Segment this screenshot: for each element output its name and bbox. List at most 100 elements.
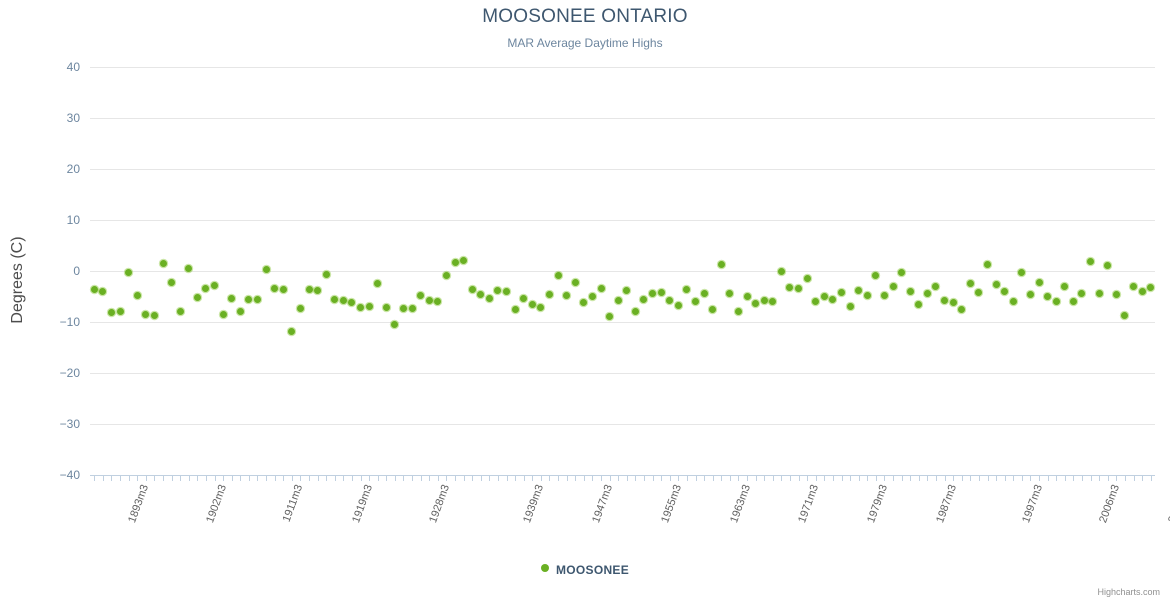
data-point[interactable] [185,264,193,272]
data-point[interactable] [219,311,227,319]
data-point[interactable] [657,288,665,296]
data-point[interactable] [820,293,828,300]
data-point[interactable] [339,297,347,305]
data-point[interactable] [700,290,708,298]
data-point[interactable] [99,287,107,295]
data-point[interactable] [262,266,270,274]
data-point[interactable] [777,267,785,275]
data-point[interactable] [1061,282,1069,290]
data-point[interactable] [941,296,949,304]
data-point[interactable] [228,294,236,302]
data-point[interactable] [606,312,614,320]
data-point[interactable] [958,306,966,314]
data-point[interactable] [683,286,691,294]
data-point[interactable] [1001,288,1009,296]
data-point[interactable] [795,285,803,293]
data-point[interactable] [211,281,219,289]
data-point[interactable] [614,296,622,304]
data-point[interactable] [717,260,725,268]
credits-link[interactable]: Highcharts.com [1097,587,1160,597]
data-point[interactable] [975,289,983,297]
data-point[interactable] [812,298,820,306]
data-point[interactable] [760,297,768,305]
data-point[interactable] [597,284,605,292]
data-point[interactable] [1078,290,1086,298]
data-point[interactable] [545,290,553,298]
data-point[interactable] [855,286,863,294]
data-point[interactable] [107,309,115,317]
data-point[interactable] [116,308,124,316]
data-point[interactable] [408,304,416,312]
data-point[interactable] [1121,311,1129,319]
data-point[interactable] [889,282,897,290]
data-point[interactable] [1112,291,1120,299]
data-point[interactable] [1138,287,1146,295]
data-point[interactable] [382,303,390,311]
data-point[interactable] [434,298,442,306]
data-point[interactable] [271,284,279,292]
data-point[interactable] [726,289,734,297]
data-point[interactable] [288,327,296,335]
data-point[interactable] [1018,269,1026,277]
data-point[interactable] [966,280,974,288]
data-point[interactable] [305,286,313,294]
data-point[interactable] [554,272,562,280]
data-point[interactable] [468,285,476,293]
data-point[interactable] [520,295,528,303]
data-point[interactable] [296,305,304,313]
data-point[interactable] [580,299,588,307]
data-point[interactable] [803,275,811,283]
data-point[interactable] [357,303,365,311]
data-point[interactable] [537,303,545,311]
data-point[interactable] [949,298,957,306]
data-point[interactable] [932,282,940,290]
data-point[interactable] [150,312,158,320]
data-point[interactable] [734,307,742,315]
data-point[interactable] [511,306,519,314]
data-point[interactable] [666,297,674,305]
data-point[interactable] [984,261,992,269]
data-point[interactable] [399,305,407,313]
data-point[interactable] [159,259,167,267]
data-point[interactable] [236,308,244,316]
data-point[interactable] [623,287,631,295]
data-point[interactable] [829,296,837,304]
data-point[interactable] [1087,258,1095,266]
data-point[interactable] [391,321,399,329]
data-point[interactable] [176,308,184,316]
data-point[interactable] [880,292,888,300]
data-point[interactable] [906,287,914,295]
data-point[interactable] [1044,293,1052,300]
data-point[interactable] [90,286,98,294]
data-point[interactable] [863,291,871,299]
data-point[interactable] [571,279,579,287]
data-point[interactable] [133,292,141,300]
data-point[interactable] [709,305,717,313]
data-point[interactable] [563,292,571,300]
data-point[interactable] [915,300,923,308]
data-point[interactable] [674,301,682,309]
data-point[interactable] [314,287,322,295]
data-point[interactable] [477,290,485,298]
data-point[interactable] [417,292,425,300]
data-point[interactable] [640,295,648,303]
data-point[interactable] [631,307,639,315]
data-point[interactable] [649,289,657,297]
data-point[interactable] [752,300,760,308]
data-point[interactable] [503,288,511,296]
data-point[interactable] [743,293,751,300]
data-point[interactable] [365,302,373,310]
data-point[interactable] [1104,261,1112,269]
data-point[interactable] [1026,291,1034,299]
data-point[interactable] [846,303,854,311]
legend-item-label[interactable]: MOOSONEE [555,562,630,577]
data-point[interactable] [494,286,502,294]
data-point[interactable] [1130,283,1138,291]
data-point[interactable] [193,294,201,302]
data-point[interactable] [1035,278,1043,286]
data-point[interactable] [331,296,339,304]
data-point[interactable] [168,279,176,287]
data-point[interactable] [588,293,596,300]
data-point[interactable] [838,288,845,296]
data-point[interactable] [425,296,433,304]
